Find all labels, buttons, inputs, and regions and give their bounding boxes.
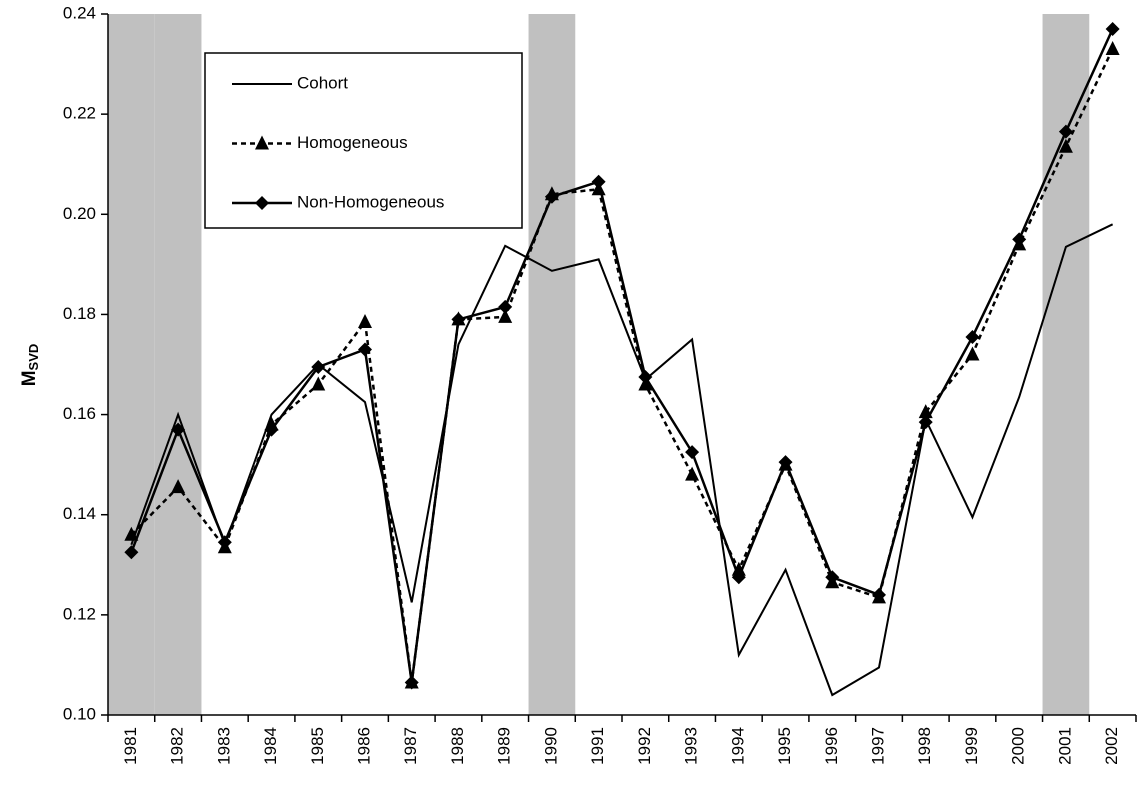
marker-diamond xyxy=(404,675,419,690)
marker-triangle xyxy=(1105,41,1120,56)
y-tick-label: 0.12 xyxy=(63,604,96,623)
marker-triangle xyxy=(498,308,513,323)
y-tick-label: 0.16 xyxy=(63,404,96,423)
x-tick-label: 1981 xyxy=(121,727,140,765)
y-tick-label: 0.10 xyxy=(63,704,96,723)
x-tick-label: 1984 xyxy=(261,727,280,765)
x-tick-label: 1996 xyxy=(822,727,841,765)
y-tick-label: 0.14 xyxy=(63,504,96,523)
marker-diamond xyxy=(255,196,269,210)
marker-triangle xyxy=(255,135,269,150)
marker-diamond xyxy=(778,455,793,470)
marker-diamond xyxy=(311,360,326,375)
x-tick-label: 1994 xyxy=(728,727,747,765)
marker-diamond xyxy=(591,174,606,189)
x-tick-label: 1998 xyxy=(915,727,934,765)
marker-diamond xyxy=(731,570,746,585)
marker-diamond xyxy=(217,535,232,550)
marker-diamond xyxy=(1058,124,1073,139)
x-tick-label: 1997 xyxy=(868,727,887,765)
marker-diamond xyxy=(825,570,840,585)
y-tick-label: 0.18 xyxy=(63,304,96,323)
x-tick-label: 1982 xyxy=(168,727,187,765)
marker-diamond xyxy=(171,422,186,437)
x-tick-label: 1988 xyxy=(448,727,467,765)
marker-triangle xyxy=(311,376,326,391)
series-line xyxy=(130,28,1114,683)
marker-diamond xyxy=(918,415,933,430)
x-tick-label: 2000 xyxy=(1009,727,1028,765)
marker-diamond xyxy=(358,342,372,357)
x-tick-label: 1989 xyxy=(495,727,514,765)
legend-box xyxy=(204,52,523,229)
y-axis-label: MSVD xyxy=(19,344,41,387)
x-tick-label: 1993 xyxy=(682,727,701,765)
shaded-band xyxy=(154,14,202,715)
marker-triangle xyxy=(965,346,980,361)
marker-diamond xyxy=(685,445,700,460)
marker-triangle xyxy=(685,466,700,481)
marker-diamond xyxy=(451,312,466,327)
x-tick-label: 2002 xyxy=(1102,727,1121,765)
x-tick-label: 1991 xyxy=(588,727,607,765)
x-tick-label: 1986 xyxy=(354,727,373,765)
x-tick-label: 1999 xyxy=(962,727,981,765)
x-tick-label: 2001 xyxy=(1055,727,1074,765)
x-tick-label: 1985 xyxy=(308,727,327,765)
x-tick-label: 1992 xyxy=(635,727,654,765)
y-tick-label: 0.22 xyxy=(63,104,96,123)
series-line xyxy=(130,223,1114,697)
shaded-band xyxy=(108,14,155,715)
shaded-band xyxy=(528,14,576,715)
marker-triangle xyxy=(731,561,746,576)
series-line xyxy=(130,48,1114,683)
marker-diamond xyxy=(1012,232,1027,247)
y-axis-label-main: M xyxy=(19,370,40,386)
marker-diamond xyxy=(544,189,559,204)
y-tick-label: 0.20 xyxy=(63,204,96,223)
marker-diamond xyxy=(872,587,886,602)
legend-label: Homogeneous xyxy=(297,133,408,152)
x-tick-label: 1983 xyxy=(214,727,233,765)
marker-triangle xyxy=(358,313,372,328)
marker-triangle xyxy=(124,526,139,541)
x-tick-label: 1995 xyxy=(775,727,794,765)
marker-diamond xyxy=(638,370,653,385)
marker-diamond xyxy=(124,545,139,560)
marker-diamond xyxy=(1105,22,1120,37)
marker-diamond xyxy=(965,329,980,344)
marker-triangle xyxy=(171,479,186,494)
x-tick-label: 1987 xyxy=(401,727,420,765)
legend-label: Non-Homogeneous xyxy=(297,192,444,211)
y-axis-label-sub: SVD xyxy=(26,344,41,371)
marker-diamond xyxy=(264,422,279,437)
marker-diamond xyxy=(498,299,513,314)
marker-triangle xyxy=(1058,138,1073,153)
legend-label: Cohort xyxy=(297,73,348,92)
shaded-band xyxy=(1042,14,1090,715)
x-tick-label: 1990 xyxy=(541,727,560,765)
y-tick-label: 0.24 xyxy=(63,3,96,22)
